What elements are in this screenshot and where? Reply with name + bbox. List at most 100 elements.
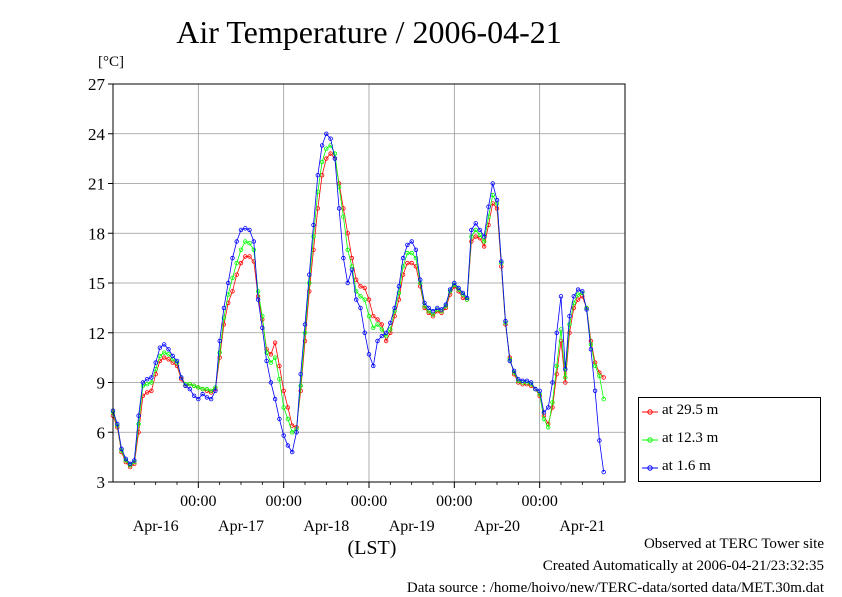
data-point	[396, 290, 402, 296]
data-point	[302, 322, 308, 327]
data-point	[499, 259, 504, 264]
data-point	[584, 307, 589, 312]
data-point	[354, 289, 359, 294]
data-point	[546, 405, 551, 410]
data-point	[324, 131, 329, 136]
footer-site: Observed at TERC Tower site	[643, 536, 824, 552]
data-point	[567, 314, 572, 319]
footer-created: Created Automatically at 2006-04-21/23:3…	[542, 558, 824, 574]
data-point	[413, 247, 419, 252]
data-point	[379, 322, 384, 327]
data-point	[345, 280, 350, 286]
data-point	[319, 159, 325, 165]
data-point	[217, 338, 222, 344]
data-point	[144, 382, 150, 387]
legend-label: at 29.5 m	[662, 402, 719, 418]
data-point	[575, 297, 581, 302]
data-point	[558, 294, 564, 299]
data-point	[238, 247, 244, 252]
data-point	[503, 318, 508, 324]
data-point	[230, 255, 235, 261]
data-point	[238, 227, 244, 233]
axis-labels: 3 6 9 12 15 18 21 24 27 00:00 00:00 00:00 00:00 00:00…	[88, 75, 605, 535]
data-point	[119, 446, 124, 451]
data-point	[371, 325, 376, 330]
data-point	[243, 254, 248, 259]
data-point	[597, 373, 602, 379]
data-point	[208, 388, 214, 393]
data-point	[332, 156, 338, 161]
data-point	[234, 260, 239, 266]
data-point	[144, 390, 150, 395]
y-tick-label: 18	[88, 224, 105, 243]
data-point	[225, 280, 231, 286]
data-point	[149, 380, 154, 385]
legend-swatch-blue	[642, 465, 658, 471]
data-point	[298, 372, 303, 377]
data-point	[494, 197, 500, 203]
data-point	[115, 421, 120, 427]
data-point	[285, 443, 291, 448]
data-point	[597, 438, 602, 443]
data-point	[307, 280, 312, 286]
data-point	[166, 347, 171, 352]
data-point	[541, 416, 547, 422]
data-point	[354, 297, 359, 302]
data-point	[319, 143, 325, 148]
data-point	[592, 363, 598, 369]
data-point	[366, 297, 372, 302]
data-point	[285, 416, 291, 422]
data-point	[166, 352, 171, 357]
data-point	[375, 338, 380, 344]
data-point	[149, 375, 154, 380]
y-tick-label: 3	[97, 473, 106, 492]
data-point	[123, 456, 128, 461]
data-point	[277, 416, 282, 422]
data-point	[366, 314, 372, 319]
x-day-label: Apr-16	[133, 518, 179, 535]
series-layer	[110, 131, 606, 475]
series-line	[112, 144, 605, 466]
data-point	[272, 340, 278, 345]
data-point	[486, 204, 491, 209]
data-point	[567, 330, 572, 335]
footer-source: Data source : /home/hoivo/new/TERC-data/…	[406, 580, 824, 596]
data-point	[528, 380, 534, 385]
x-day-label: Apr-17	[218, 518, 264, 535]
data-point	[601, 375, 606, 380]
data-point	[247, 254, 252, 259]
data-point	[341, 255, 346, 261]
data-point	[558, 338, 564, 344]
y-tick-label: 27	[88, 75, 106, 94]
data-point	[157, 353, 163, 359]
y-tick-label: 9	[97, 374, 106, 393]
x-tick-label: 00:00	[436, 493, 472, 510]
data-point	[281, 433, 286, 438]
data-point	[170, 353, 175, 359]
data-point	[371, 314, 376, 319]
data-point	[550, 380, 555, 385]
data-point	[413, 255, 419, 261]
data-point	[383, 338, 389, 344]
data-point	[482, 244, 487, 249]
data-point	[136, 421, 141, 427]
data-point	[601, 396, 606, 402]
data-point	[392, 305, 397, 311]
data-point	[592, 388, 598, 393]
data-point	[290, 430, 295, 435]
data-point	[127, 461, 133, 466]
data-point	[221, 315, 227, 320]
data-point	[200, 391, 205, 397]
data-point	[469, 227, 474, 233]
data-point	[575, 292, 581, 297]
data-point	[161, 355, 167, 360]
data-point	[191, 383, 197, 388]
x-day-label: Apr-21	[559, 518, 605, 535]
data-point	[383, 330, 389, 335]
data-point	[362, 330, 367, 335]
series-line	[112, 152, 605, 468]
data-point	[362, 285, 367, 291]
data-point	[302, 330, 308, 335]
data-point	[477, 227, 483, 233]
data-point	[277, 363, 282, 369]
